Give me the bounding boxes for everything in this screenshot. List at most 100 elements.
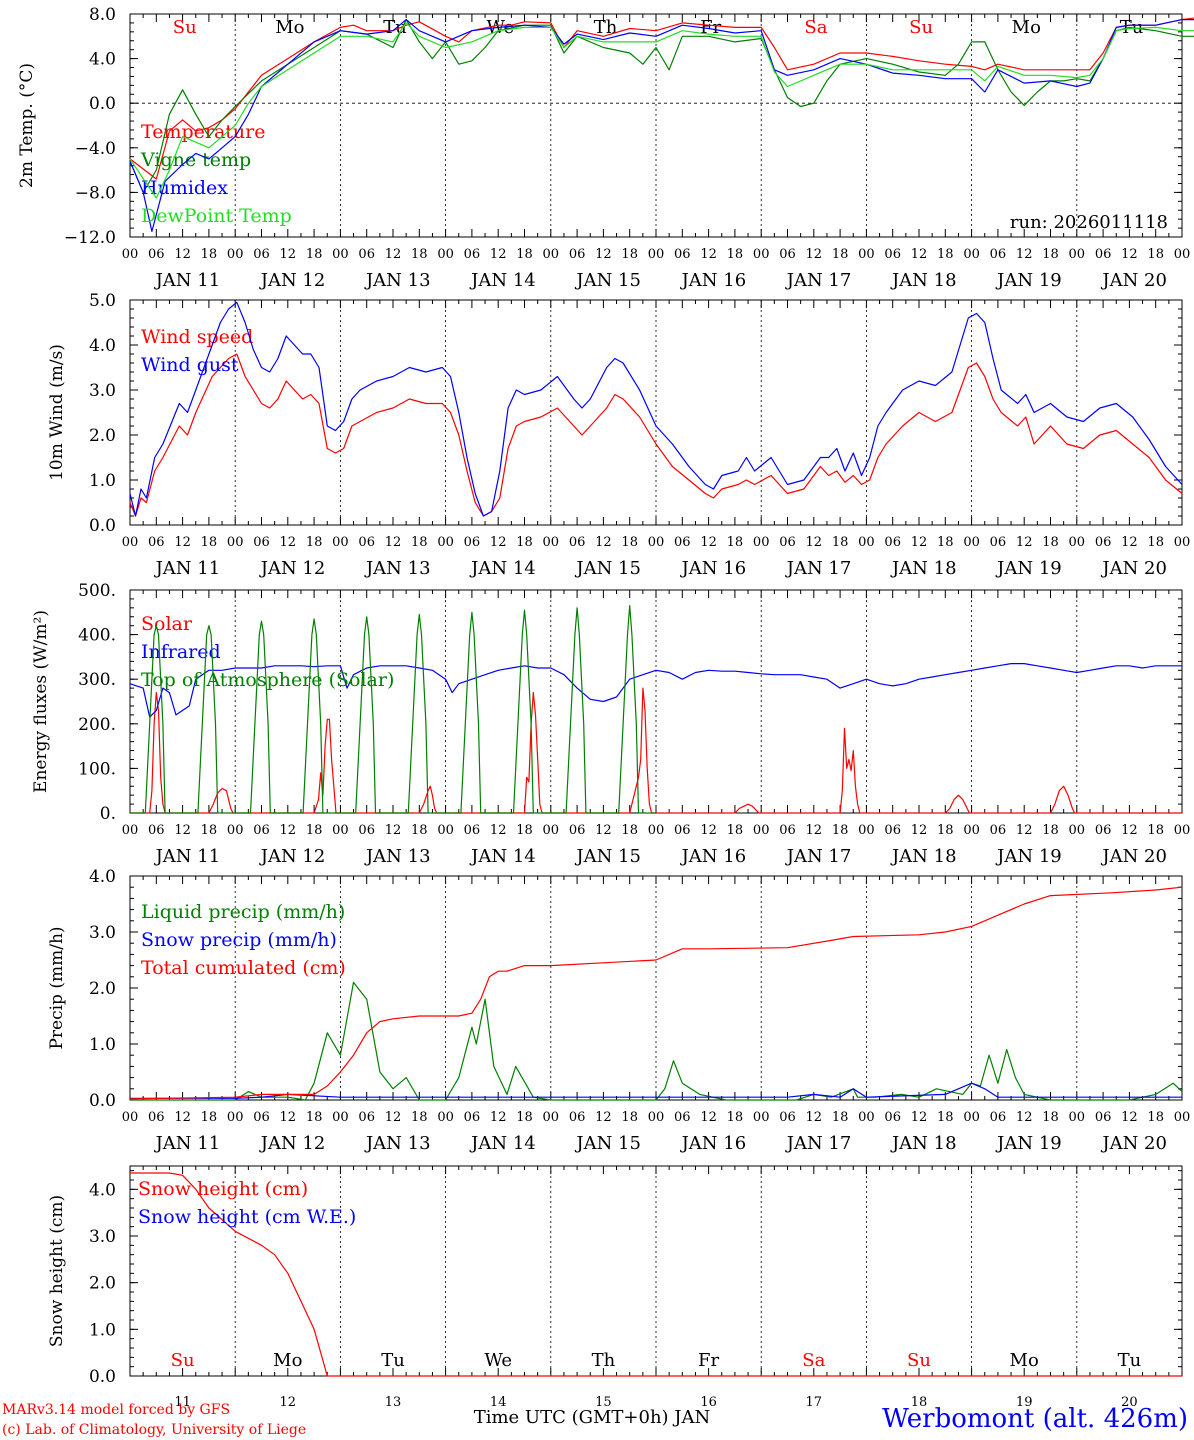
x-hour-label: 12 [806,535,823,550]
x-date-label: JAN 14 [469,846,536,867]
x-hour-label: 00 [227,1110,244,1125]
x-hour-label: 18 [306,1110,323,1125]
x-hour-label: 18 [201,535,218,550]
day-of-week-label: Th [594,17,618,38]
x-hour-label: 18 [832,247,849,262]
x-hour-label: 18 [516,535,533,550]
legend-entry: Infrared [141,641,221,663]
x-hour-label: 12 [490,1110,507,1125]
x-hour-label: 06 [358,1110,375,1125]
day-of-week-label: Su [171,1350,195,1371]
y-tick-label: −8.0 [75,183,116,203]
x-hour-label: 06 [1095,823,1112,838]
x-hour-label: 00 [227,823,244,838]
x-hour-label: 00 [122,823,139,838]
x-hour-label: 00 [437,535,454,550]
legend-entry: Liquid precip (mm/h) [141,901,345,923]
x-hour-label: 06 [884,535,901,550]
x-hour-label: 00 [437,823,454,838]
x-date-label: JAN 18 [890,270,957,291]
x-hour-label: 06 [569,1110,586,1125]
series-line-temperature [129,17,1194,180]
x-day-number: 13 [385,1395,402,1410]
x-date-label: JAN 15 [574,558,641,579]
x-day-number: 14 [490,1395,507,1410]
y-tick-label: 1.0 [89,1035,116,1055]
x-hour-label: 12 [700,823,717,838]
x-hour-label: 18 [201,247,218,262]
day-of-week-label: Mo [275,17,304,38]
x-date-label: JAN 13 [364,1133,431,1154]
x-hour-label: 00 [227,247,244,262]
x-hour-label: 12 [1016,535,1033,550]
x-hour-label: 00 [1174,1110,1191,1125]
y-tick-label: 1.0 [89,1320,116,1340]
x-date-label: JAN 14 [469,1133,536,1154]
x-hour-label: 18 [621,535,638,550]
x-hour-label: 00 [1069,823,1086,838]
day-of-week-label: Th [592,1350,616,1371]
x-hour-label: 18 [1042,1110,1059,1125]
x-hour-label: 12 [1121,1110,1138,1125]
x-date-label: JAN 11 [154,1133,221,1154]
x-hour-label: 00 [858,1110,875,1125]
x-date-label: JAN 16 [680,270,747,291]
series-line-total-cumulated-cm- [129,886,1183,1100]
x-hour-label: 06 [569,535,586,550]
x-hour-label: 18 [306,823,323,838]
x-hour-label: 06 [253,823,270,838]
legend-entry: Wind speed [141,326,253,348]
x-date-label: JAN 18 [890,846,957,867]
x-hour-label: 06 [990,823,1007,838]
x-hour-label: 12 [385,1110,402,1125]
x-hour-label: 06 [674,535,691,550]
x-date-label: JAN 11 [154,558,221,579]
x-hour-label: 12 [174,535,191,550]
x-hour-label: 12 [174,247,191,262]
x-hour-label: 18 [1042,823,1059,838]
x-hour-label: 06 [148,247,165,262]
panel-1: −12.0 −8.0 −4.0 0.0 4.0 8.0 2m Temp. (°C) 00 06 1… [17,5,1194,291]
x-date-label: JAN 15 [574,270,641,291]
x-axis-label: Time UTC (GMT+0h) JAN [474,1407,711,1428]
x-hour-label: 12 [280,823,297,838]
x-date-label: JAN 17 [785,270,852,291]
x-hour-label: 18 [1147,247,1164,262]
x-hour-label: 06 [884,823,901,838]
x-hour-label: 12 [280,1110,297,1125]
x-hour-label: 06 [464,247,481,262]
x-date-label: JAN 13 [364,558,431,579]
x-hour-label: 12 [490,247,507,262]
credit-line-2: (c) Lab. of Climatology, University of L… [2,1422,306,1438]
panel-2: 0.0 1.0 2.0 3.0 4.0 5.0 10m Wind (m/s) 00 06 12 18… [47,291,1190,579]
y-tick-label: −4.0 [75,139,116,159]
legend-entry: Snow height (cm W.E.) [138,1206,356,1228]
x-hour-label: 18 [621,823,638,838]
x-hour-label: 12 [595,823,612,838]
y-tick-label: 0.0 [89,94,116,114]
y-tick-label: 0.0 [89,1091,116,1111]
day-of-week-label: Mo [273,1350,302,1371]
x-hour-label: 18 [937,247,954,262]
x-hour-label: 00 [437,1110,454,1125]
x-hour-label: 06 [148,535,165,550]
x-hour-label: 00 [122,535,139,550]
y-tick-label: 3.0 [89,923,116,943]
y-tick-label: 3.0 [89,381,116,401]
x-day-number: 17 [806,1395,823,1410]
x-hour-label: 06 [990,247,1007,262]
x-hour-label: 06 [674,823,691,838]
day-of-week-label: Su [907,1350,931,1371]
run-label: run: 2026011118 [1010,212,1168,233]
x-hour-label: 06 [569,247,586,262]
x-date-label: JAN 19 [995,270,1062,291]
x-hour-label: 18 [727,823,744,838]
x-hour-label: 06 [358,535,375,550]
x-hour-label: 18 [1042,535,1059,550]
x-hour-label: 12 [385,823,402,838]
x-hour-label: 12 [700,247,717,262]
legend-entry: Wind gust [141,354,239,376]
x-hour-label: 12 [700,1110,717,1125]
x-hour-label: 00 [858,247,875,262]
